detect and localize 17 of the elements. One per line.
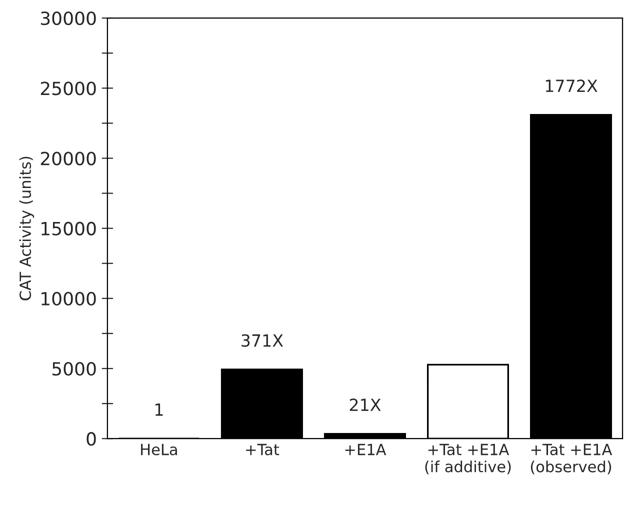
x-tick-label: +Tat +E1A (if additive) [425, 444, 511, 474]
x-tick-label: +Tat [246, 444, 280, 456]
y-tick-label: 10000 [42, 292, 96, 306]
annotation: 371X [242, 334, 284, 347]
y-tick-label: 25000 [40, 82, 96, 96]
annotation: 21X [350, 398, 381, 411]
annotation: 1 [155, 404, 163, 416]
x-tick-label: HeLa [141, 444, 177, 456]
y-tick-label: 15000 [42, 222, 96, 236]
y-tick-label: 0 [86, 432, 96, 446]
annotation: 1772X [546, 80, 598, 92]
y-tick-label: 20000 [40, 152, 96, 166]
x-tick-label: +E1A [345, 444, 386, 456]
y-tick-label: 5000 [52, 362, 96, 376]
y-tick-label: 30000 [40, 12, 96, 26]
x-tick-label: +Tat +E1A (observed) [530, 444, 612, 474]
y-axis-title: CAT Activity (units) [19, 156, 34, 300]
